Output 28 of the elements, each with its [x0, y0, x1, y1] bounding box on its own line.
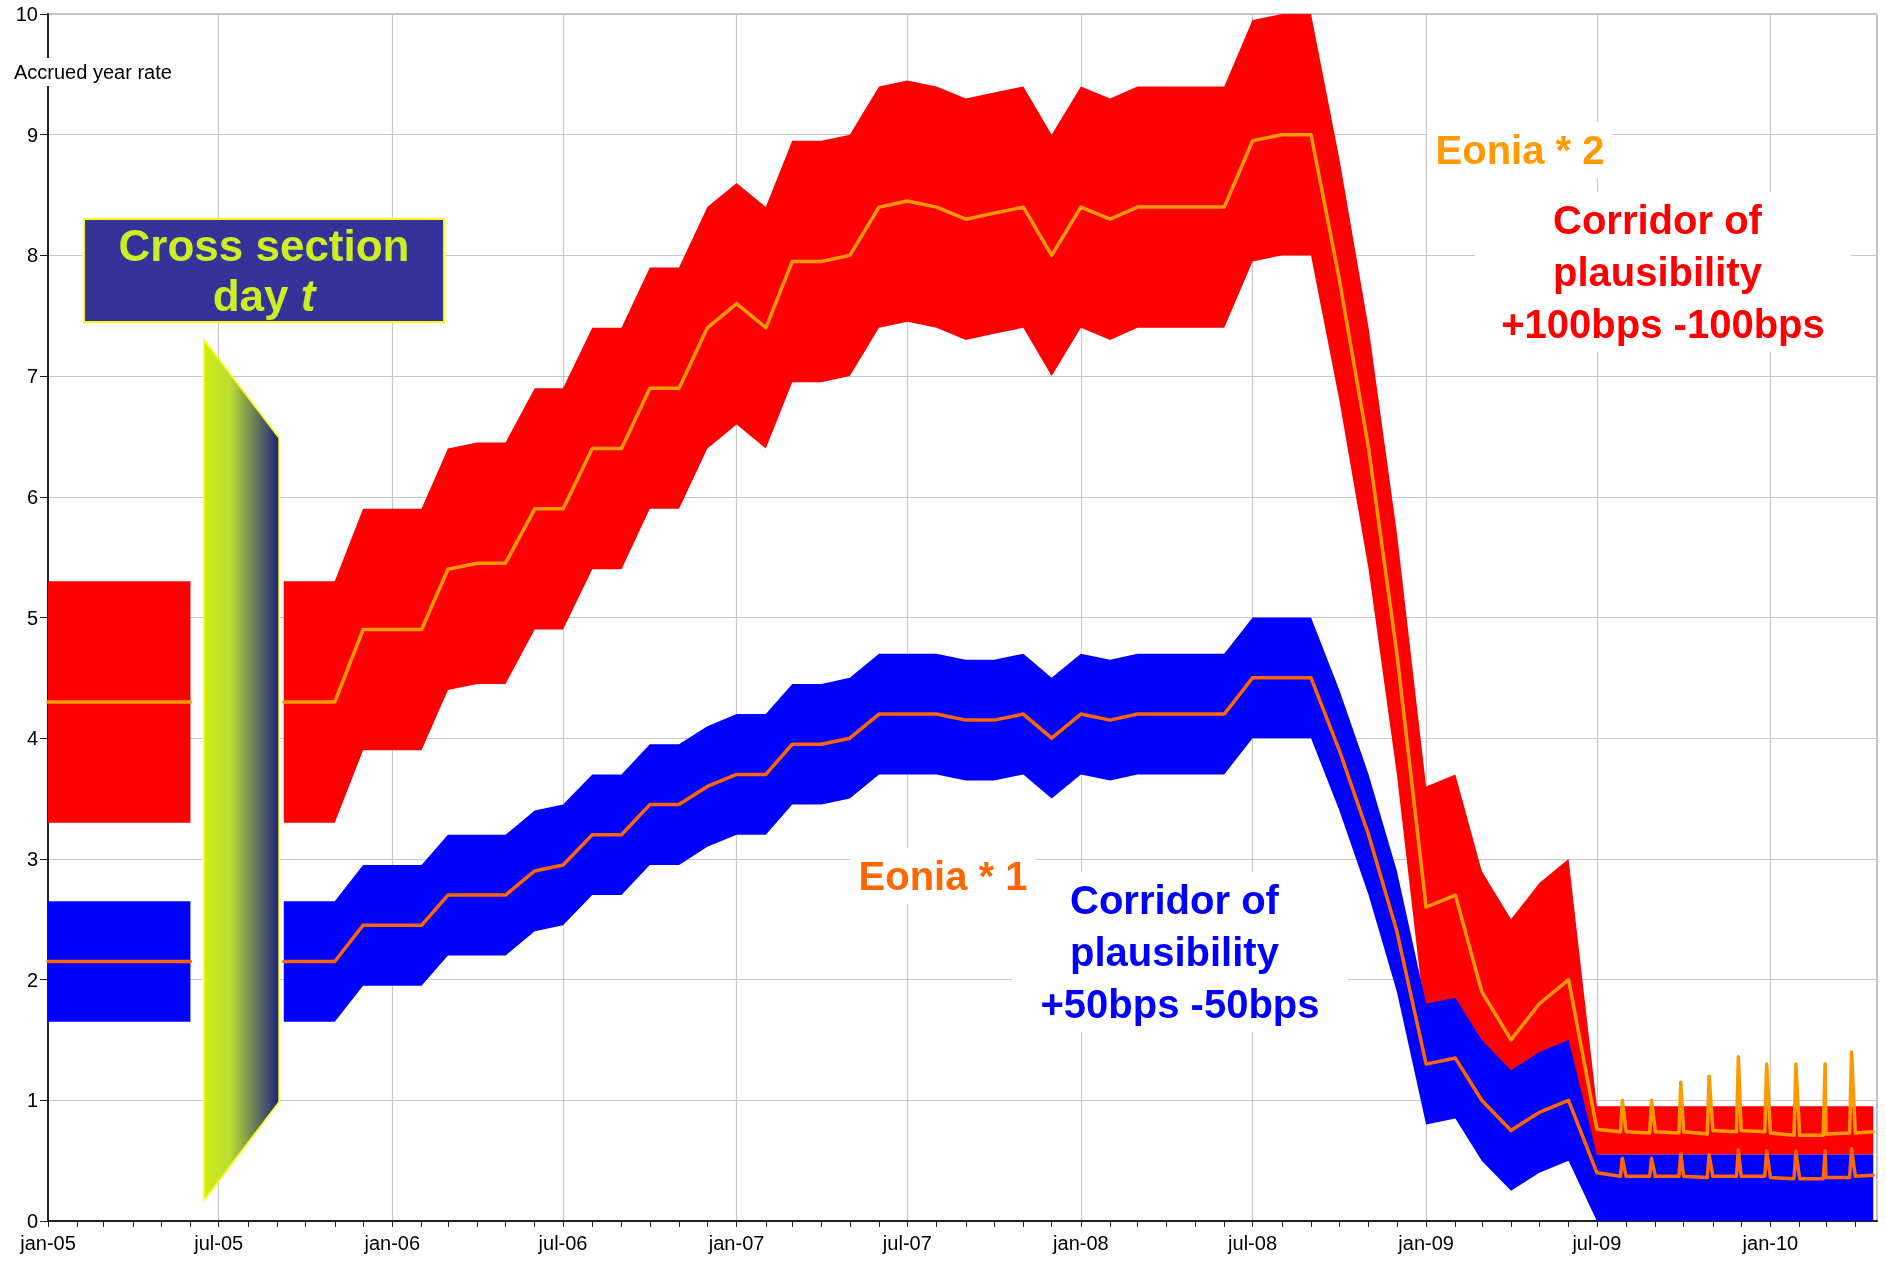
y-tick-label: 5	[26, 606, 38, 629]
x-tick-label: jul-05	[193, 1232, 244, 1254]
x-tick-label: jul-06	[537, 1232, 588, 1254]
y-tick-label: 4	[26, 727, 38, 750]
y-axis-title: Accrued year rate	[14, 61, 172, 83]
y-tick-label: 9	[26, 123, 38, 146]
x-tick-label: jul-07	[881, 1232, 932, 1254]
x-tick-label: jan-10	[1741, 1232, 1799, 1254]
y-tick-label: 10	[15, 3, 38, 25]
x-tick-label: jan-07	[707, 1232, 765, 1254]
annotation: Corridor of plausibility +100bps -100bps	[1501, 198, 1825, 346]
x-tick-label: jul-08	[1227, 1232, 1278, 1254]
x-tick-label: jan-06	[363, 1232, 421, 1254]
y-tick-label: 1	[26, 1089, 38, 1112]
y-tick-label: 3	[26, 847, 38, 870]
annotation: Cross section day t	[85, 220, 443, 321]
x-tick-label: jan-05	[19, 1232, 76, 1254]
text: Eonia * 2	[1435, 128, 1605, 172]
x-tick-label: jul-09	[1571, 1232, 1622, 1254]
text: Eonia * 1	[858, 854, 1028, 898]
y-tick-label: 7	[26, 365, 38, 388]
y-tick-label: 2	[26, 968, 38, 991]
x-tick-label: jan-08	[1052, 1232, 1109, 1254]
y-tick-label: 6	[26, 485, 38, 508]
annotation: Corridor of plausibility +50bps -50bps	[1040, 878, 1320, 1026]
y-tick-label: 8	[26, 244, 38, 267]
y-tick-label: 0	[26, 1210, 38, 1232]
x-tick-label: jan-09	[1397, 1232, 1454, 1254]
